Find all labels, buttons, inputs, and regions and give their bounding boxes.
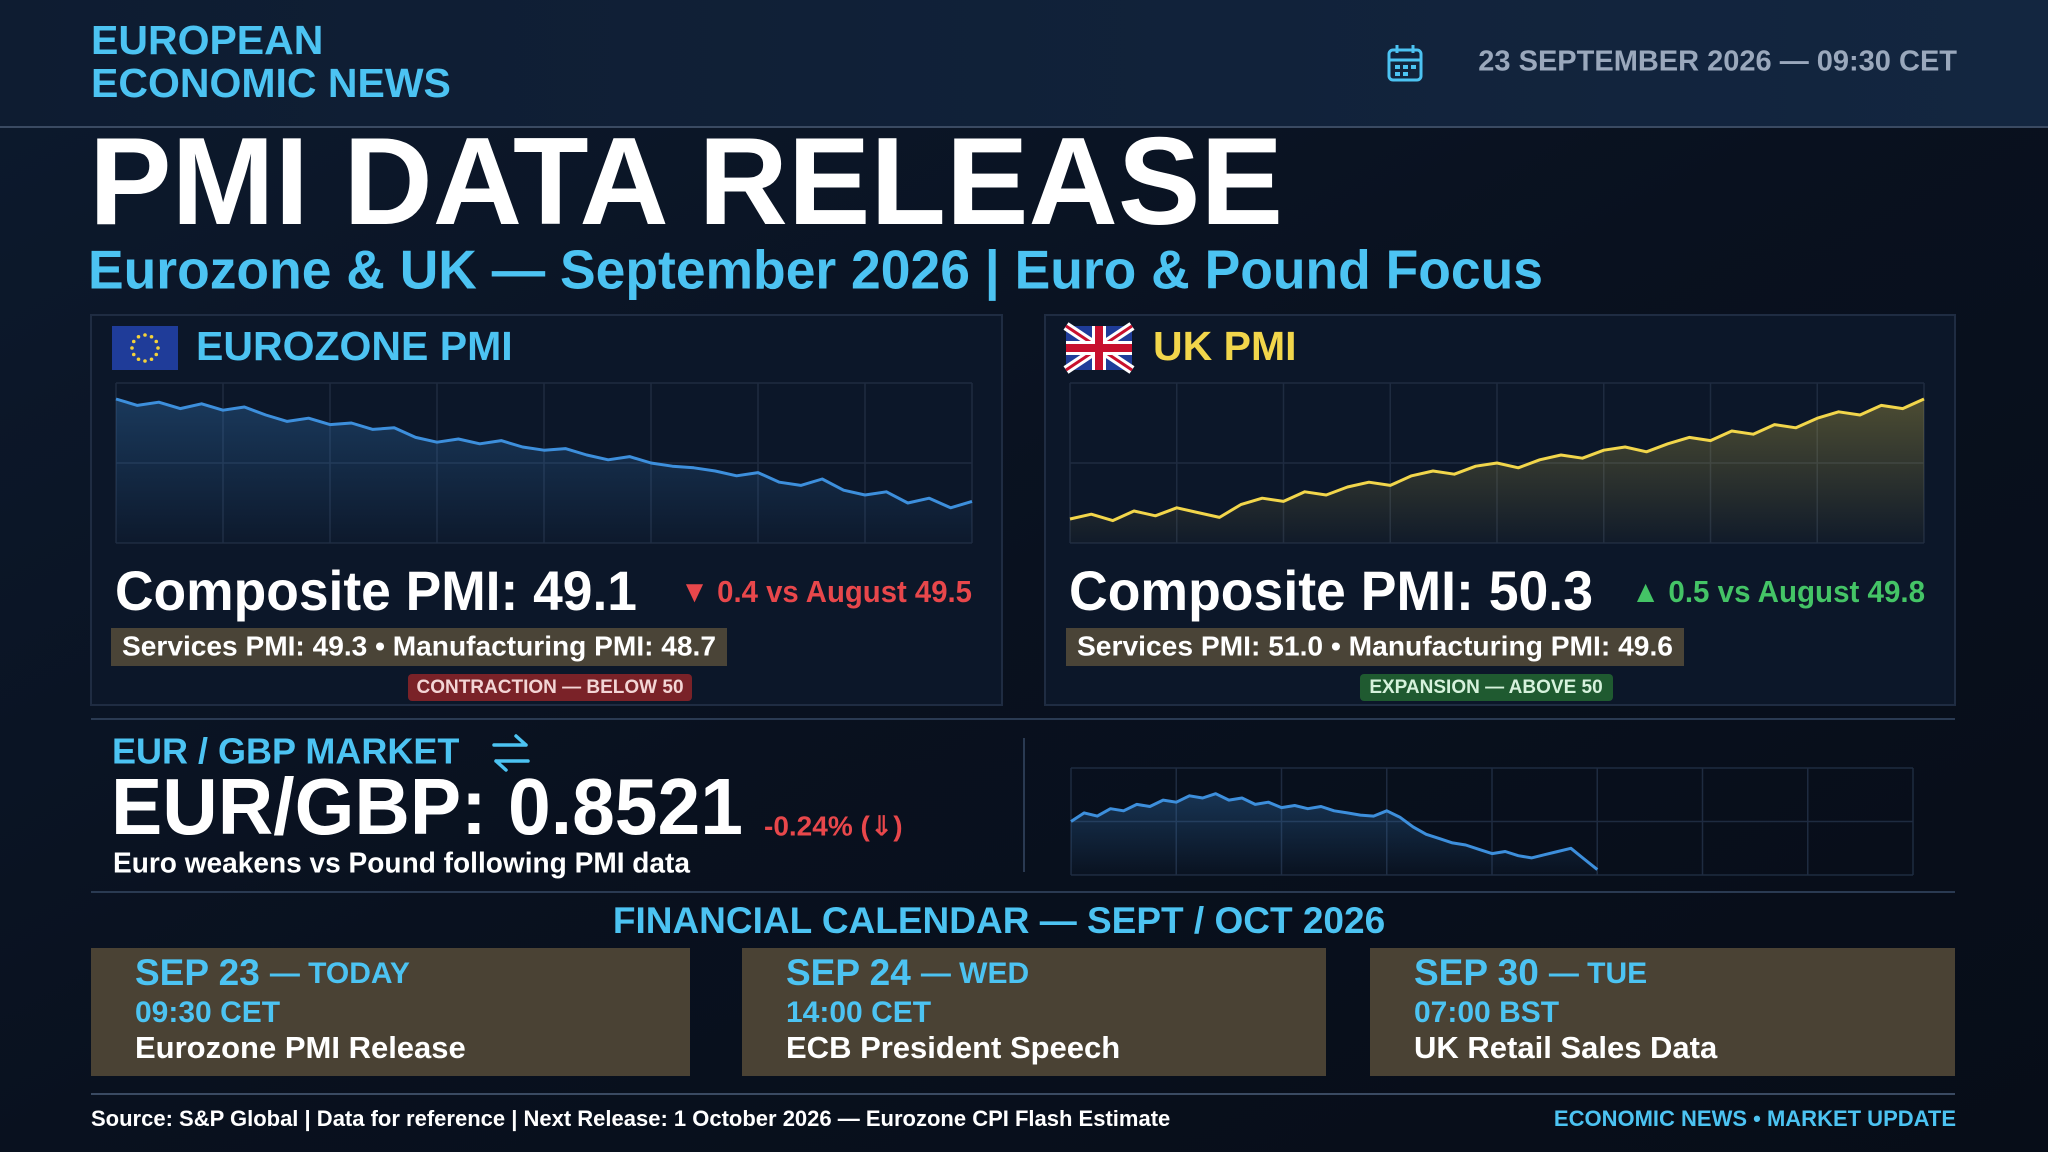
line xyxy=(1070,792,1599,871)
market-caption: Euro weakens vs Pound following PMI data xyxy=(113,848,691,880)
status-badge xyxy=(1360,674,1613,701)
swap-icon xyxy=(492,734,530,772)
brand-line: EUROPEAN xyxy=(91,17,323,63)
flag-star xyxy=(156,346,160,350)
footer-source: Source: S&P Global | Data for reference … xyxy=(91,1106,1170,1131)
event-card xyxy=(91,948,690,1076)
rate-change: -0.24% (⇓) xyxy=(764,810,903,841)
area xyxy=(116,399,972,543)
change-label: ▲ 0.5 vs August 49.8 xyxy=(1631,574,1925,609)
event-time: 09:30 CET xyxy=(135,996,280,1029)
calendar-icon xyxy=(1387,45,1423,82)
event-name: ECB President Speech xyxy=(786,1030,1120,1065)
change-label: ▼ 0.4 vs August 49.5 xyxy=(680,574,972,609)
event-name: UK Retail Sales Data xyxy=(1414,1030,1718,1065)
status-badge xyxy=(408,674,692,701)
flag-star xyxy=(131,339,136,344)
calendar-title: FINANCIAL CALENDAR — SEPT / OCT 2026 xyxy=(613,900,1385,941)
flag-star xyxy=(143,333,147,337)
event-card xyxy=(742,948,1326,1076)
flag-star xyxy=(136,334,141,339)
uk-flag xyxy=(1063,322,1135,374)
line xyxy=(1069,397,1925,523)
date-time: 23 SEPTEMBER 2026 — 09:30 CET xyxy=(1478,46,1957,78)
market-title: EUR / GBP MARKET xyxy=(112,731,459,772)
line-chart xyxy=(1069,382,1925,544)
flag-star xyxy=(130,346,134,350)
flag-star xyxy=(149,334,154,339)
flag-star xyxy=(136,357,141,362)
detail-label: Services PMI: 51.0 • Manufacturing PMI: … xyxy=(1077,630,1673,661)
event-time: 14:00 CET xyxy=(786,996,931,1029)
flag-star xyxy=(143,359,147,363)
header-bar xyxy=(0,0,2048,127)
brand-line: ECONOMIC NEWS xyxy=(91,60,451,106)
line-chart xyxy=(1070,767,1914,876)
event-date-line: SEP 23 — TODAY xyxy=(135,952,410,993)
flag-star xyxy=(131,352,136,357)
line xyxy=(115,397,973,510)
event-date: SEP 30 xyxy=(1414,952,1539,993)
composite-headline: Composite PMI: 50.3 xyxy=(1069,559,1593,622)
badge-label: CONTRACTION — BELOW 50 xyxy=(416,677,683,698)
event-date: SEP 24 xyxy=(786,952,911,993)
flag-star xyxy=(154,339,159,344)
event-date: SEP 23 xyxy=(135,952,260,993)
subtitle: Eurozone & UK — September 2026 | Euro & … xyxy=(88,239,1543,302)
panel-title: UK PMI xyxy=(1153,323,1297,369)
event-date-line: SEP 30 — TUE xyxy=(1414,952,1647,993)
panel-title: EUROZONE PMI xyxy=(196,323,513,369)
main-title: PMI DATA RELEASE xyxy=(89,113,1283,251)
event-name: Eurozone PMI Release xyxy=(135,1030,466,1065)
detail-box xyxy=(1066,628,1684,666)
area xyxy=(1070,399,1924,543)
event-day: — WED xyxy=(921,957,1029,990)
line-chart xyxy=(115,382,973,544)
event-card xyxy=(1370,948,1955,1076)
composite-headline: Composite PMI: 49.1 xyxy=(115,559,637,622)
event-date-line: SEP 24 — WED xyxy=(786,952,1029,993)
eu-flag xyxy=(112,326,178,370)
footer-links: ECONOMIC NEWS • MARKET UPDATE xyxy=(1554,1106,1956,1131)
flag-star xyxy=(149,357,154,362)
detail-label: Services PMI: 49.3 • Manufacturing PMI: … xyxy=(122,630,716,661)
area xyxy=(1071,793,1598,875)
event-time: 07:00 BST xyxy=(1414,996,1559,1029)
event-day: — TUE xyxy=(1549,957,1647,990)
flag-star xyxy=(154,352,159,357)
badge-label: EXPANSION — ABOVE 50 xyxy=(1369,677,1602,698)
rate-headline: EUR/GBP: 0.8521 xyxy=(111,762,743,851)
detail-box xyxy=(111,628,727,666)
event-day: — TODAY xyxy=(270,957,410,990)
